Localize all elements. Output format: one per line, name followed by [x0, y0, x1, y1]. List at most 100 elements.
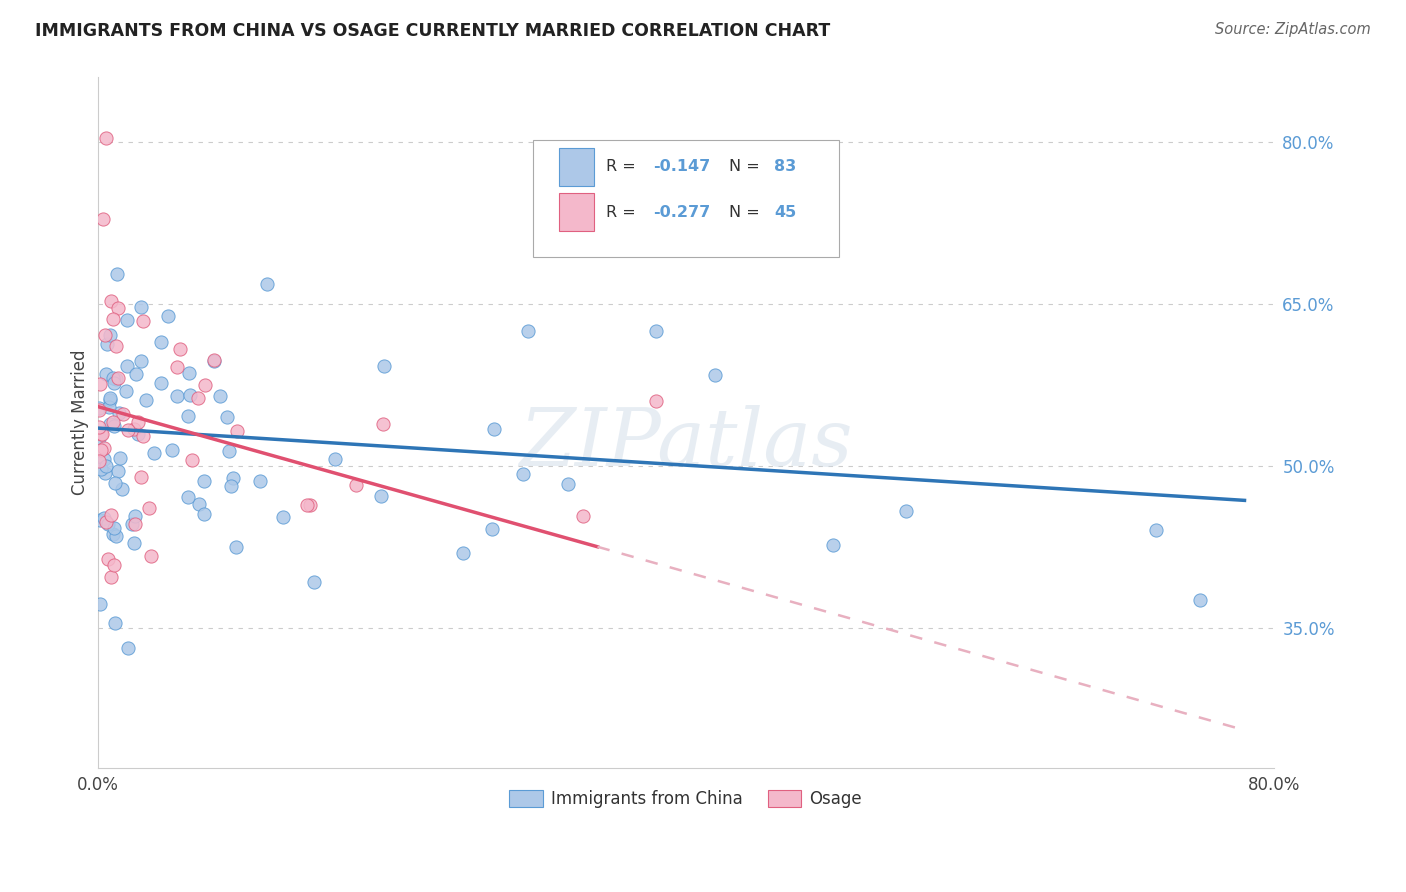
Point — [177, 409, 200, 423]
Point — [221, 479, 243, 493]
Point — [96, 517, 118, 532]
Point — [103, 558, 125, 573]
Point — [98, 393, 121, 408]
Point — [104, 371, 127, 385]
Point — [129, 470, 152, 484]
Text: -0.147: -0.147 — [652, 160, 710, 174]
Point — [142, 446, 165, 460]
Point — [124, 517, 146, 532]
Point — [98, 417, 121, 431]
Point — [112, 407, 135, 421]
Point — [157, 310, 180, 324]
Point — [90, 426, 112, 441]
Point — [104, 339, 127, 353]
Point — [103, 419, 125, 434]
Point — [451, 545, 474, 559]
Point — [129, 354, 152, 368]
Point — [103, 520, 125, 534]
Text: 83: 83 — [773, 160, 796, 174]
Point — [249, 475, 271, 489]
Point — [129, 300, 152, 314]
Point — [1144, 524, 1167, 538]
Point — [87, 454, 110, 468]
Y-axis label: Currently Married: Currently Married — [72, 350, 89, 495]
Point — [299, 498, 322, 512]
Point — [124, 422, 146, 436]
Point — [90, 442, 112, 457]
Text: IMMIGRANTS FROM CHINA VS OSAGE CURRENTLY MARRIED CORRELATION CHART: IMMIGRANTS FROM CHINA VS OSAGE CURRENTLY… — [35, 22, 831, 40]
Point — [127, 415, 149, 429]
Point — [373, 417, 395, 432]
Point — [482, 422, 505, 436]
Point — [896, 504, 918, 518]
Point — [187, 391, 209, 405]
Point — [139, 549, 162, 563]
Point — [162, 442, 184, 457]
Point — [217, 409, 239, 424]
Point — [821, 538, 844, 552]
Point — [132, 429, 155, 443]
Point — [98, 391, 121, 405]
Point — [107, 464, 129, 478]
Point — [97, 551, 120, 566]
Point — [218, 444, 240, 458]
Point — [89, 401, 111, 415]
Point — [96, 337, 118, 351]
Point — [91, 427, 114, 442]
Point — [209, 389, 232, 403]
Point — [101, 415, 124, 429]
Point — [181, 453, 204, 467]
Point — [121, 516, 143, 531]
Point — [645, 325, 668, 339]
Point — [125, 368, 148, 382]
Point — [202, 353, 225, 368]
Point — [225, 424, 247, 438]
Point — [256, 277, 278, 292]
Point — [177, 366, 200, 380]
Point — [193, 507, 215, 521]
Point — [89, 403, 111, 417]
Point — [107, 371, 129, 385]
Point — [104, 529, 127, 543]
Point — [194, 377, 217, 392]
Point — [572, 508, 595, 523]
Point — [117, 423, 139, 437]
Point — [94, 516, 117, 530]
Point — [93, 466, 115, 480]
FancyBboxPatch shape — [533, 139, 838, 257]
Point — [107, 406, 129, 420]
Legend: Immigrants from China, Osage: Immigrants from China, Osage — [503, 783, 869, 815]
Text: R =: R = — [606, 205, 641, 220]
Point — [98, 400, 121, 414]
Point — [135, 393, 157, 408]
Text: ZIPatlas: ZIPatlas — [519, 405, 852, 483]
Point — [124, 535, 146, 549]
Point — [103, 371, 125, 385]
Point — [96, 131, 118, 145]
Point — [89, 512, 111, 526]
Point — [202, 353, 225, 368]
Text: R =: R = — [606, 160, 641, 174]
Point — [600, 234, 623, 248]
Point — [87, 420, 110, 434]
Point — [103, 312, 125, 326]
Point — [150, 376, 173, 390]
Point — [225, 541, 247, 555]
Point — [105, 267, 128, 281]
Point — [132, 314, 155, 328]
Point — [94, 367, 117, 381]
Point — [100, 508, 122, 523]
Point — [512, 467, 534, 481]
Point — [115, 384, 138, 398]
Bar — [558, 194, 593, 231]
Point — [127, 427, 149, 442]
Point — [93, 327, 115, 342]
Point — [100, 294, 122, 309]
Point — [93, 451, 115, 466]
Point — [166, 359, 188, 374]
Point — [103, 376, 125, 391]
Point — [115, 313, 138, 327]
Point — [108, 450, 131, 465]
Text: N =: N = — [730, 160, 765, 174]
Text: -0.277: -0.277 — [652, 205, 710, 220]
